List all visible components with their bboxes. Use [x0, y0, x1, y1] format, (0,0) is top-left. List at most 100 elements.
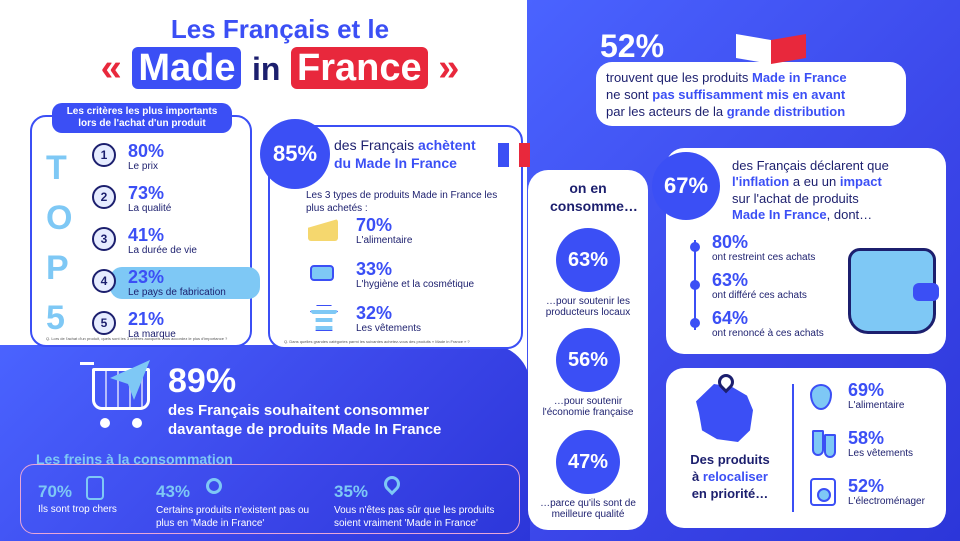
buy-card: 85% des Français achètent du Made In Fra…: [260, 119, 531, 349]
timeline-dot: [690, 280, 700, 290]
brake-pct: 35%: [334, 482, 369, 501]
consume-pct-circle: 56%: [556, 328, 620, 392]
stat52-l3a: par les acteurs de la: [606, 103, 724, 119]
inflation-item-label: ont renoncé à ces achats: [712, 328, 824, 339]
types-list: 70% L'alimentaire 33% L'hygiène et la co…: [308, 215, 518, 347]
top5-letter-5: 5: [46, 299, 65, 337]
consume-label: …pour soutenir l'économie française: [542, 396, 634, 418]
type-item: 33% L'hygiène et la cosmétique: [308, 259, 518, 303]
page-title: Les Français et le « Made in France »: [60, 14, 500, 89]
top5-note: Q. Lors de l'achat d'un produit, quels s…: [46, 336, 228, 341]
inflation-list: 80% ont restreint ces achats 63% ont dif…: [690, 232, 840, 346]
relocate-divider: [792, 384, 794, 512]
top5-letter-p: P: [46, 249, 69, 287]
relocate-title: Des produits à relocaliser en priorité…: [674, 452, 786, 503]
top5-pct: 73%: [128, 183, 165, 203]
bottom-left-background: [0, 345, 530, 541]
relocate-l2: à: [692, 468, 700, 484]
top5-card: Les critères les plus importants lors de…: [30, 103, 260, 349]
top5-item: 1 80% Le prix: [92, 139, 248, 181]
stat52-l1b: Made in France: [752, 70, 847, 85]
inflation-item-label: ont différé ces achats: [712, 290, 807, 301]
socks-icon-2: [824, 434, 836, 458]
relocate-pct: 52%: [848, 476, 885, 496]
consume-pct-circle: 63%: [556, 228, 620, 292]
relocate-label: L'électroménager: [848, 496, 925, 507]
top5-letters: T O P 5: [46, 143, 76, 343]
socks-icon: [812, 430, 824, 456]
highlight-bar: [110, 267, 260, 299]
inflation-item-pct: 80%: [712, 232, 749, 252]
top5-label: La qualité: [128, 203, 172, 214]
title-line1: Les Français et le: [170, 14, 390, 44]
relocate-label: Les vêtements: [848, 448, 914, 459]
brake-label: Ils sont trop chers: [38, 504, 117, 515]
relocate-pct: 58%: [848, 428, 885, 448]
inflation-item-label: ont restreint ces achats: [712, 252, 816, 263]
brake-pct: 43%: [156, 482, 191, 501]
inflation-l2b: a eu un: [792, 174, 837, 190]
cosmetics-icon: [310, 265, 334, 281]
inflation-l2c: impact: [839, 174, 882, 190]
cheese-icon: [308, 219, 338, 241]
relocate-pct: 69%: [848, 380, 885, 400]
top5-item: 3 41% La durée de vie: [92, 223, 248, 265]
tshirt-icon: [310, 305, 338, 331]
type-label: L'alimentaire: [356, 235, 413, 246]
inflation-l4b: , dont…: [826, 206, 873, 222]
stat52-l2b: pas suffisamment mis en avant: [652, 86, 846, 102]
buy-text2: achètent: [418, 137, 476, 153]
title-made: Made: [132, 47, 242, 89]
types-title: Les 3 types de produits Made in France l…: [306, 190, 498, 214]
inflation-item: 64% ont renoncé à ces achats: [690, 308, 840, 346]
stat52-l3b: grande distribution: [726, 103, 846, 119]
inflation-l4a: Made In France: [732, 206, 827, 222]
brake-item: 70% Ils sont trop chers: [38, 476, 148, 515]
brake-item: 43% Certains produits n'existent pas ou …: [156, 478, 326, 530]
title-quote-close: »: [438, 47, 460, 89]
inflation-l1: des Français déclarent que: [732, 158, 889, 173]
relocate-l1: Des produits: [690, 452, 770, 467]
inflation-l2a: l'inflation: [732, 174, 790, 190]
medal-icon: 5: [92, 311, 116, 335]
type-pct: 32%: [356, 303, 393, 323]
relocate-item: 69% L'alimentaire: [810, 378, 940, 426]
buy-pct-circle: 85%: [260, 119, 330, 189]
wallet-icon: [848, 248, 939, 334]
medal-icon: 1: [92, 143, 116, 167]
type-label: L'hygiène et la cosmétique: [356, 279, 475, 290]
consume-item: 47% …parce qu'ils sont de meilleure qual…: [528, 430, 648, 520]
top5-list: 1 80% Le prix 2 73% La qualité 3 41% La …: [92, 139, 260, 349]
relocate-l2b: relocaliser: [702, 468, 768, 484]
top5-pct: 23%: [128, 267, 165, 287]
cart-icon: [80, 360, 160, 436]
title-in: in: [252, 51, 281, 87]
consume-item: 56% …pour soutenir l'économie française: [528, 328, 648, 418]
strawberry-icon: [810, 384, 832, 410]
brake-label: Certains produits n'existent pas ou plus…: [156, 505, 310, 529]
top5-pct: 21%: [128, 309, 165, 329]
france-map-icon: [696, 384, 753, 442]
buy-headline: des Français achètent du Made In France: [334, 137, 476, 172]
inflation-card: 67% des Français déclarent que l'inflati…: [652, 148, 946, 354]
inflation-item: 63% ont différé ces achats: [690, 270, 840, 308]
ribbon-shape: [736, 34, 806, 64]
relocate-label: L'alimentaire: [848, 400, 905, 411]
consume-pct-circle: 47%: [556, 430, 620, 494]
stat52-l1a: trouvent que les produits: [606, 70, 749, 85]
medal-icon: 2: [92, 185, 116, 209]
magnifier-icon: [206, 478, 222, 494]
inflation-l3: sur l'achat de produits: [732, 190, 859, 206]
top5-item: 5 21% La marque: [92, 307, 248, 349]
buy-text3: du Made In France: [334, 154, 457, 171]
relocate-list: 69% L'alimentaire 58% Les vêtements 52% …: [810, 378, 940, 522]
euro-tag-icon: [86, 476, 104, 500]
title-quote-open: «: [100, 47, 122, 89]
relocate-card: Des produits à relocaliser en priorité… …: [666, 368, 946, 528]
inflation-item-pct: 64%: [712, 308, 749, 328]
buy-note: Q. Dans quelles grandes catégories parmi…: [284, 339, 470, 344]
consume-label: …pour soutenir les producteurs locaux: [545, 296, 631, 318]
title-france: France: [291, 47, 428, 89]
consume-label: …parce qu'ils sont de meilleure qualité: [540, 498, 636, 520]
stat52-text: trouvent que les produits Made in France…: [606, 70, 902, 121]
